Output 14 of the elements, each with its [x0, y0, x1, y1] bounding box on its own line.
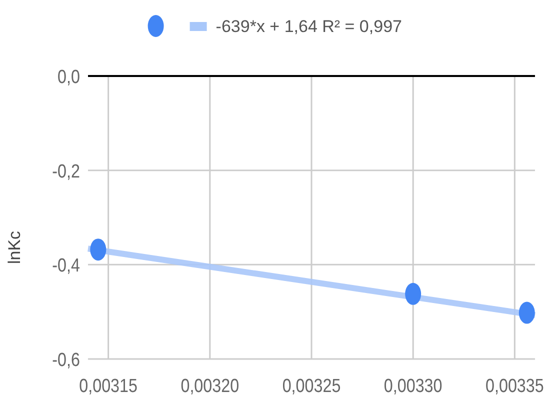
x-tick-label: 0,00335 — [486, 374, 544, 396]
point — [90, 238, 106, 261]
legend-label: -639*x + 1,64 R² = 0,997 — [216, 17, 402, 36]
x-tick-label: 0,00325 — [282, 374, 341, 396]
point — [518, 302, 535, 324]
x-tick-label: 0,00320 — [180, 374, 240, 396]
y-tick-label: -0,4 — [52, 254, 80, 276]
point — [405, 282, 422, 305]
y-axis-title: lnKc — [5, 230, 24, 264]
y-tick-label: -0,6 — [52, 348, 80, 370]
y-tick-label: 0,0 — [58, 66, 80, 88]
y-tick-label: -0,2 — [52, 160, 80, 182]
x-tick-label: 0,00315 — [79, 374, 138, 396]
x-tick-label: 0,00330 — [384, 374, 442, 396]
